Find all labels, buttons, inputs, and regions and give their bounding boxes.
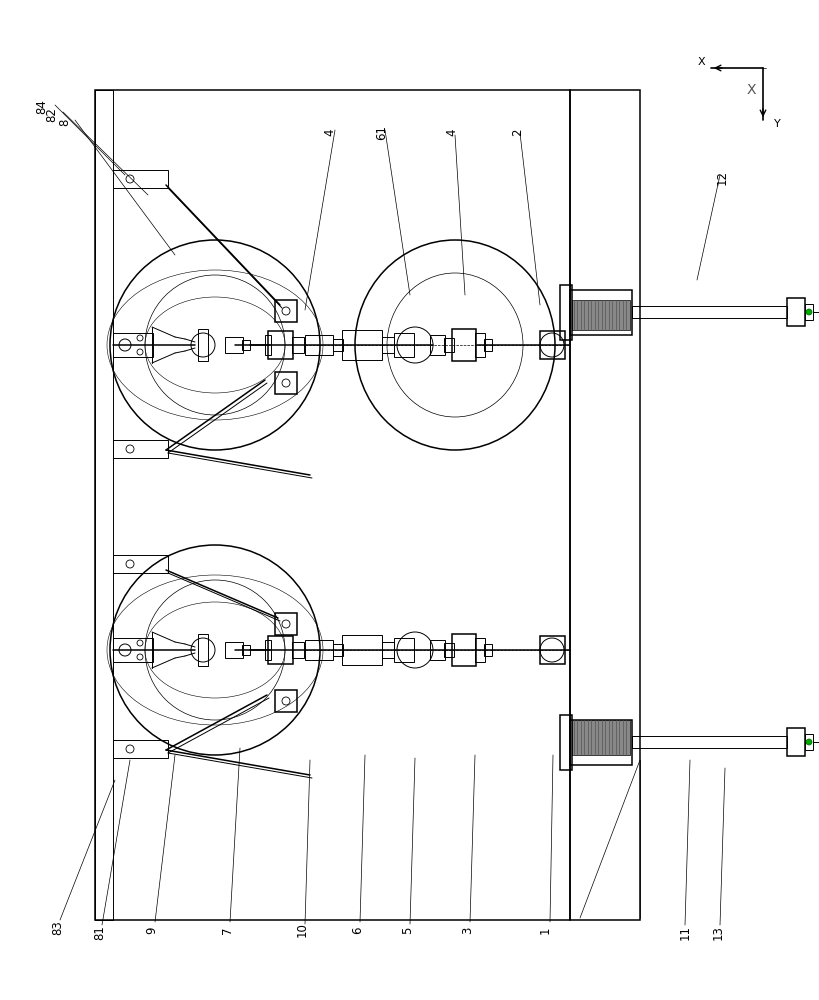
Text: 10: 10 [295,923,308,937]
Bar [265,640,270,660]
Text: 5: 5 [401,926,414,934]
Text: 12: 12 [715,170,727,185]
Bar [268,331,292,359]
Text: 7: 7 [221,926,234,934]
Bar [274,372,296,394]
Bar [443,643,454,657]
Bar [483,339,491,351]
Text: 3: 3 [461,926,474,934]
Text: 4: 4 [324,128,336,136]
Bar [559,715,572,770]
Bar [224,337,242,353]
Bar [292,337,304,353]
Bar [197,329,208,361]
Bar [572,300,629,330]
Bar [274,300,296,322]
Bar [113,555,168,573]
Bar [631,736,786,748]
Bar [197,634,208,666]
Bar [333,644,342,656]
Text: 61: 61 [375,125,388,140]
Bar [540,636,564,664]
Bar [274,613,296,635]
Bar [569,290,631,335]
Circle shape [805,309,811,315]
Bar [804,304,812,320]
Bar [113,638,153,662]
Bar [451,329,475,361]
Bar [333,339,342,351]
Text: 13: 13 [711,926,724,940]
Text: 83: 83 [52,921,65,935]
Bar [382,337,393,353]
Bar [342,330,382,360]
Bar [474,333,484,357]
Bar [305,335,333,355]
Bar [474,638,484,662]
Bar [113,170,168,188]
Bar [274,690,296,712]
Bar [572,720,629,755]
Bar [113,740,168,758]
Bar [443,338,454,352]
Bar [265,335,270,355]
Bar [631,306,786,318]
Text: 8: 8 [58,118,71,126]
Bar [483,644,491,656]
Text: 4: 4 [445,128,458,136]
Text: Y: Y [772,119,780,129]
Bar [786,728,804,756]
Bar [268,636,292,664]
Bar [242,645,250,655]
Bar [569,720,631,765]
Bar [342,635,382,665]
Text: 81: 81 [93,926,106,940]
Bar [569,90,639,920]
Bar [786,298,804,326]
Bar [242,340,250,350]
Circle shape [805,739,811,745]
Bar [451,634,475,666]
Text: 11: 11 [677,925,690,940]
Bar [305,640,333,660]
Text: X: X [745,83,755,97]
Bar [429,335,445,355]
Bar [113,440,168,458]
Bar [382,642,393,658]
Bar [559,285,572,340]
Text: 1: 1 [538,926,551,934]
Bar [804,734,812,750]
Bar [224,642,242,658]
Bar [540,331,564,359]
Text: X: X [696,57,704,67]
Text: 82: 82 [45,108,58,122]
Text: 2: 2 [511,128,524,136]
Bar [393,333,414,357]
Bar [429,640,445,660]
Text: 9: 9 [145,926,158,934]
Text: 84: 84 [35,100,48,114]
Text: 6: 6 [351,926,364,934]
Bar [95,90,113,920]
Bar [393,638,414,662]
Bar [292,642,304,658]
Bar [113,333,153,357]
Bar [95,90,569,920]
